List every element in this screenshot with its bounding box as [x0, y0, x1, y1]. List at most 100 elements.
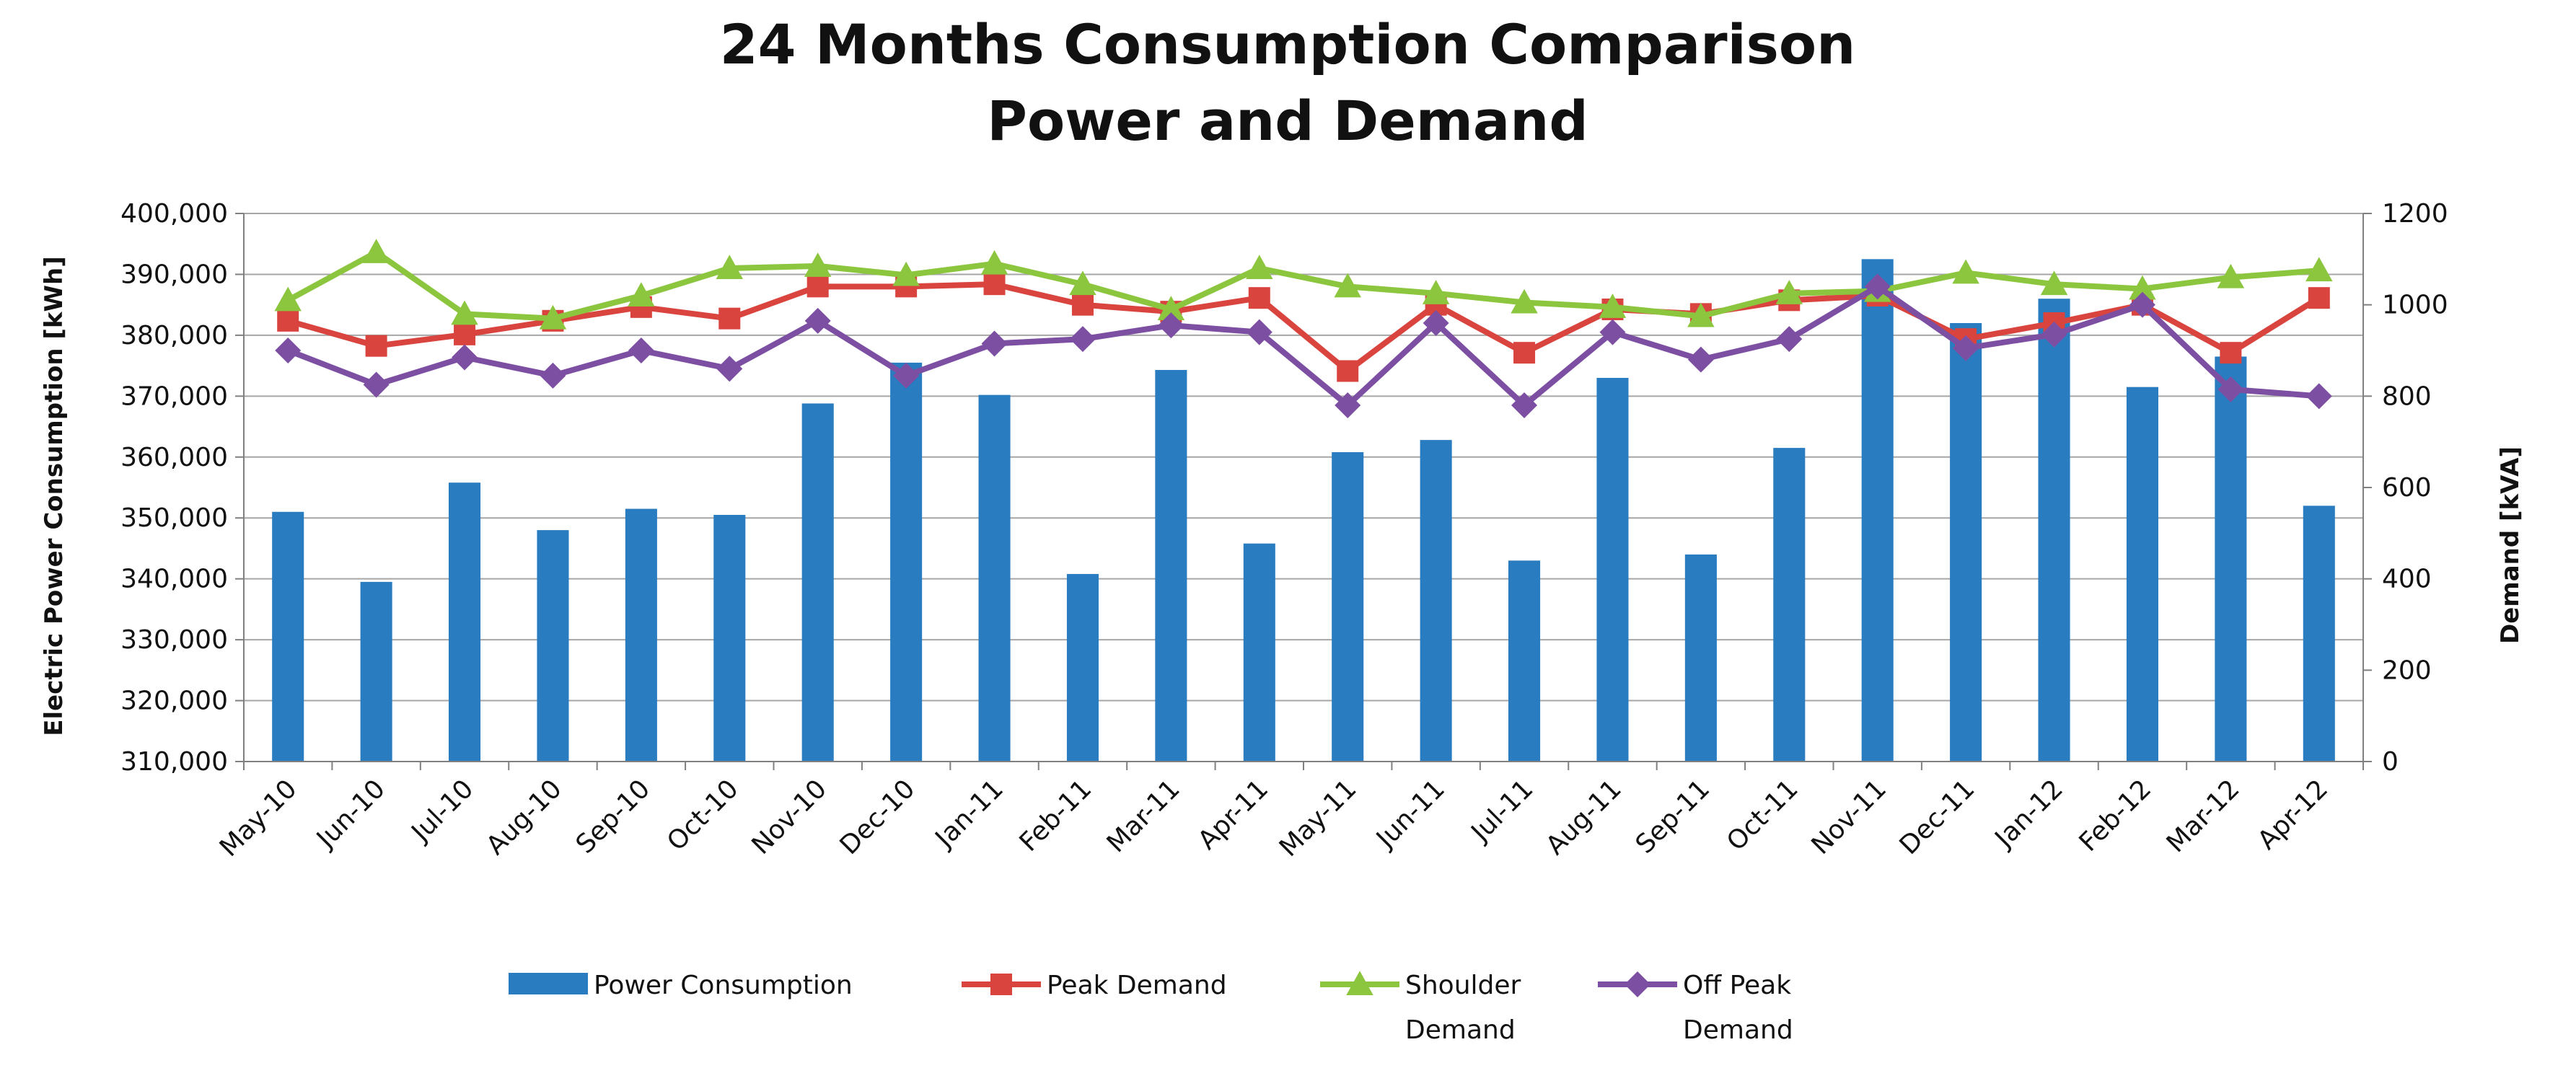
y-axis-label: Electric Power Consumption [kWh] [40, 256, 69, 736]
gridlines [244, 213, 2363, 762]
bar-Jan-11 [978, 394, 1011, 762]
y-tick-label: 390,000 [120, 260, 228, 289]
shoulder-demand-line [286, 249, 2320, 322]
bar-Sep-10 [625, 508, 657, 762]
y-tick-label: 350,000 [120, 503, 228, 533]
off-peak-demand-point-Apr-12 [2305, 383, 2332, 410]
y2-tick-label: 600 [2382, 473, 2432, 503]
shoulder-demand-point-Jan-12 [2040, 270, 2068, 296]
y-tick-label: 340,000 [120, 565, 228, 594]
y-tick-label: 330,000 [120, 625, 228, 655]
off-peak-demand-point-Jul-11 [1511, 392, 1538, 418]
chart-title-line-1: 24 Months Consumption Comparison [720, 12, 1855, 76]
shoulder-demand-point-Apr-12 [2305, 257, 2333, 282]
peak-demand-point-Jan-11 [983, 273, 1006, 296]
bar-May-11 [1332, 452, 1364, 762]
shoulder-demand-point-Nov-10 [804, 252, 832, 277]
y-tick-label: 320,000 [120, 687, 228, 716]
shoulder-demand-point-Jul-10 [451, 300, 478, 325]
y2-tick-label: 1200 [2382, 199, 2448, 229]
shoulder-demand-point-May-10 [274, 286, 302, 312]
shoulder-demand-point-Dec-11 [1952, 259, 1979, 284]
bar-Jan-12 [2038, 299, 2070, 762]
peak-demand-point-Apr-12 [2308, 287, 2330, 309]
legend-item-off-peak-demand: Off Peak Demand [1598, 971, 1793, 1045]
off-peak-demand-point-Jun-11 [1423, 310, 1449, 336]
shoulder-demand-point-Feb-11 [1069, 270, 1096, 296]
y2-tick-label: 400 [2382, 565, 2432, 594]
shoulder-demand-point-Dec-10 [892, 261, 920, 286]
off-peak-demand-point-Sep-10 [628, 337, 654, 363]
off-peak-demand-point-May-10 [275, 337, 302, 363]
legend-label: Demand [1683, 1015, 1793, 1045]
line-series-off-peak-demand [275, 273, 2332, 418]
off-peak-demand-point-Feb-12 [2129, 291, 2155, 318]
shoulder-demand-point-Aug-10 [539, 304, 567, 330]
shoulder-demand-point-Jul-11 [1511, 288, 1538, 314]
y2-tick-label: 1000 [2382, 291, 2448, 320]
legend-item-power-consumption: Power Consumption [509, 971, 853, 1000]
off-peak-demand-point-Jan-12 [2041, 321, 2067, 348]
bar-Mar-12 [2215, 356, 2247, 762]
legend-label: Shoulder [1405, 971, 1521, 1000]
off-peak-demand-point-Aug-11 [1599, 319, 1626, 345]
bar-Dec-11 [1950, 323, 1982, 762]
off-peak-demand-point-Oct-10 [716, 356, 743, 382]
y2-axis-label: Demand [kVA] [2496, 446, 2525, 644]
legend-label: Demand [1405, 1015, 1516, 1045]
shoulder-demand-point-Jan-11 [980, 250, 1008, 275]
bar-Jul-11 [1508, 560, 1541, 762]
peak-demand-line [287, 281, 2321, 374]
bar-Jul-10 [449, 482, 481, 762]
off-peak-demand-point-Dec-11 [1953, 335, 1979, 361]
bar-Oct-10 [713, 515, 746, 762]
line-series-shoulder-demand [274, 239, 2333, 330]
off-peak-demand-point-Jan-11 [981, 330, 1008, 357]
y2-tick-label: 800 [2382, 381, 2432, 411]
legend-item-peak-demand: Peak Demand [962, 971, 1227, 1000]
bar-Aug-11 [1596, 378, 1629, 762]
off-peak-demand-point-Sep-11 [1687, 346, 1714, 373]
bar-Aug-10 [537, 530, 569, 762]
off-peak-demand-point-Oct-11 [1776, 326, 1803, 353]
off-peak-demand-point-Nov-11 [1864, 273, 1891, 300]
peak-demand-point-Jun-10 [365, 335, 387, 357]
legend-marker [1625, 971, 1650, 997]
bar-Nov-10 [801, 403, 834, 762]
shoulder-demand-point-Mar-12 [2217, 263, 2245, 288]
line-series [274, 239, 2333, 418]
shoulder-demand-point-Sep-11 [1687, 302, 1715, 327]
bar-Feb-11 [1066, 573, 1099, 762]
bar-Jun-10 [360, 581, 392, 762]
shoulder-demand-point-Aug-11 [1599, 294, 1627, 318]
bar-Nov-11 [1861, 259, 1894, 762]
off-peak-demand-point-Mar-11 [1158, 312, 1184, 339]
peak-demand-point-May-11 [1337, 360, 1359, 382]
shoulder-demand-point-Mar-11 [1157, 296, 1185, 320]
off-peak-demand-point-Jul-10 [452, 344, 478, 371]
legend-marker [1346, 971, 1373, 995]
y-tick-label: 400,000 [120, 199, 228, 229]
bar-Sep-11 [1684, 554, 1717, 762]
legend-swatch [509, 973, 588, 994]
off-peak-demand-point-Aug-10 [540, 362, 566, 389]
off-peak-demand-point-Mar-12 [2217, 376, 2244, 402]
y2-tick-label: 0 [2382, 747, 2399, 777]
legend: Power Consumption Peak Demand Shoulder Dema… [509, 971, 1793, 1045]
bar-Feb-12 [2126, 387, 2158, 762]
peak-demand-point-Jul-11 [1513, 342, 1536, 364]
y-tick-label: 310,000 [120, 747, 228, 777]
y-tick-label: 380,000 [120, 321, 228, 350]
bar-Apr-11 [1243, 543, 1275, 762]
y-tick-label: 360,000 [120, 443, 228, 472]
shoulder-demand-point-Jun-11 [1422, 280, 1450, 304]
peak-demand-point-Nov-10 [806, 275, 829, 298]
off-peak-demand-point-Apr-11 [1246, 319, 1272, 345]
bar-Dec-10 [890, 362, 923, 762]
off-peak-demand-point-Jun-10 [363, 371, 390, 398]
y2-tick-label: 200 [2382, 656, 2432, 685]
off-peak-demand-point-May-11 [1335, 392, 1361, 418]
peak-demand-point-May-10 [277, 309, 299, 332]
